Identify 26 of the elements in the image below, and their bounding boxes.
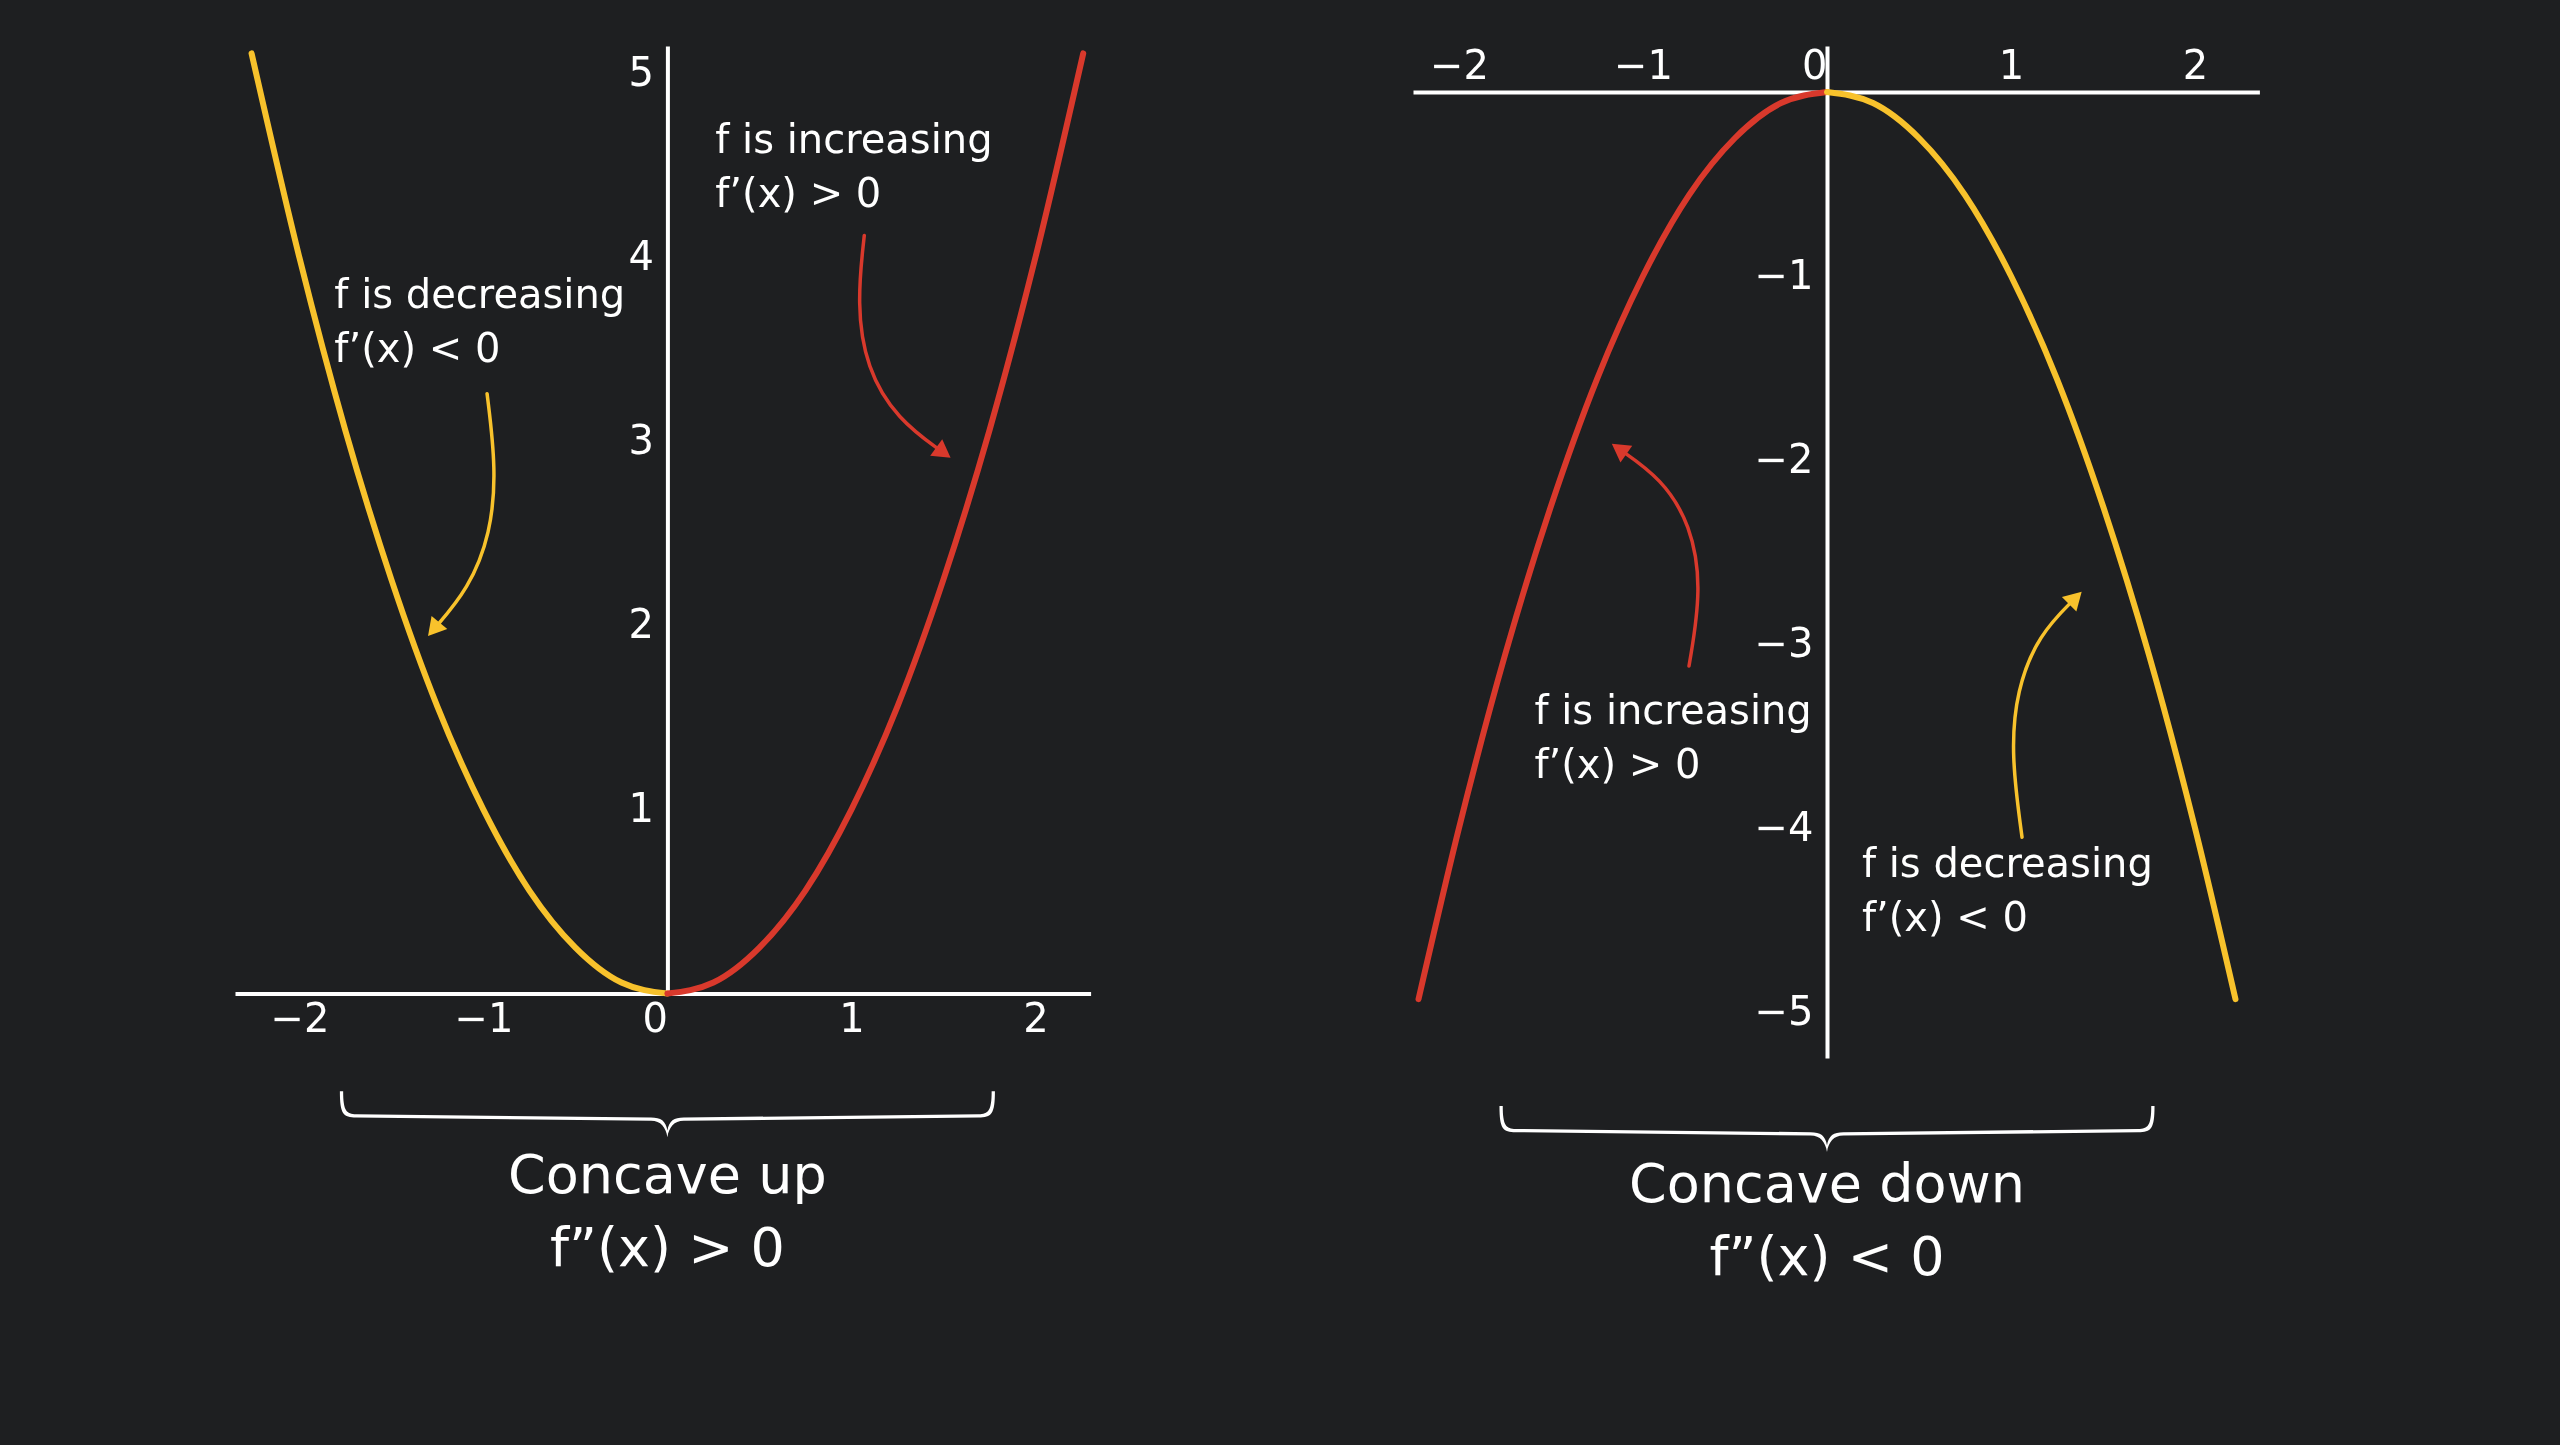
x-tick-label: 2 xyxy=(2182,41,2209,88)
annotation: f is decreasing f’(x) < 0 xyxy=(334,271,626,371)
y-tick-label: 5 xyxy=(628,49,654,96)
y-tick-label: −1 xyxy=(1754,251,1814,298)
annotation: f is increasing f’(x) > 0 xyxy=(715,116,993,217)
y-tick-label: 1 xyxy=(628,785,654,832)
y-tick-label: −2 xyxy=(1754,435,1814,482)
text: Concave down f”(x) < 0 xyxy=(1629,1152,2025,1289)
y-tick-label: 4 xyxy=(628,233,654,280)
x-tick-label: −2 xyxy=(1430,41,1489,88)
y-tick-label: −4 xyxy=(1754,803,1814,850)
y-tick-label: 2 xyxy=(628,601,654,648)
x-tick-label: −2 xyxy=(270,995,330,1042)
x-tick-label: −1 xyxy=(454,995,514,1042)
x-tick-label: 0 xyxy=(642,995,668,1042)
text: Concave up f”(x) > 0 xyxy=(508,1143,827,1279)
x-tick-label: 2 xyxy=(1023,995,1049,1042)
y-tick-label: 3 xyxy=(628,417,654,464)
x-tick-label: 1 xyxy=(839,995,865,1042)
annotation: f is decreasing f’(x) < 0 xyxy=(1861,839,2153,940)
x-tick-label: 1 xyxy=(1998,41,2025,88)
x-tick-label: −1 xyxy=(1614,41,1673,88)
y-tick-label: −3 xyxy=(1754,619,1814,666)
x-tick-label: 0 xyxy=(1802,41,1828,88)
annotation: f is increasing f’(x) > 0 xyxy=(1534,686,1812,787)
y-tick-label: −5 xyxy=(1754,987,1814,1034)
